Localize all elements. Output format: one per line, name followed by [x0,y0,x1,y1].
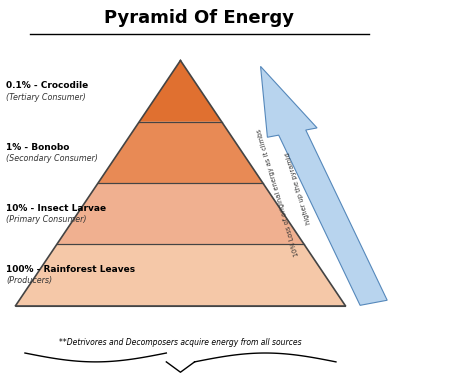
Text: 0.1% - Crocodile: 0.1% - Crocodile [6,81,88,90]
Text: **Detrivores and Decomposers acquire energy from all sources: **Detrivores and Decomposers acquire ene… [59,338,302,347]
Text: (Secondary Consumer): (Secondary Consumer) [6,154,98,163]
Text: Pyramid Of Energy: Pyramid Of Energy [104,9,294,27]
Text: (Tertiary Consumer): (Tertiary Consumer) [6,93,86,102]
Text: (Primary Consumer): (Primary Consumer) [6,215,87,224]
Text: 10% Loss of original energy as it climbs: 10% Loss of original energy as it climbs [256,128,300,257]
Text: higher up the pyramid: higher up the pyramid [285,152,312,225]
Text: 100% - Rainforest Leaves: 100% - Rainforest Leaves [6,265,135,274]
Polygon shape [16,245,346,306]
Text: (Producers): (Producers) [6,277,52,285]
Polygon shape [261,66,387,305]
Text: 1% - Bonobo: 1% - Bonobo [6,142,70,152]
Polygon shape [139,61,222,122]
Text: 10% - Insect Larvae: 10% - Insect Larvae [6,204,106,213]
Polygon shape [57,183,304,245]
Polygon shape [98,122,263,183]
